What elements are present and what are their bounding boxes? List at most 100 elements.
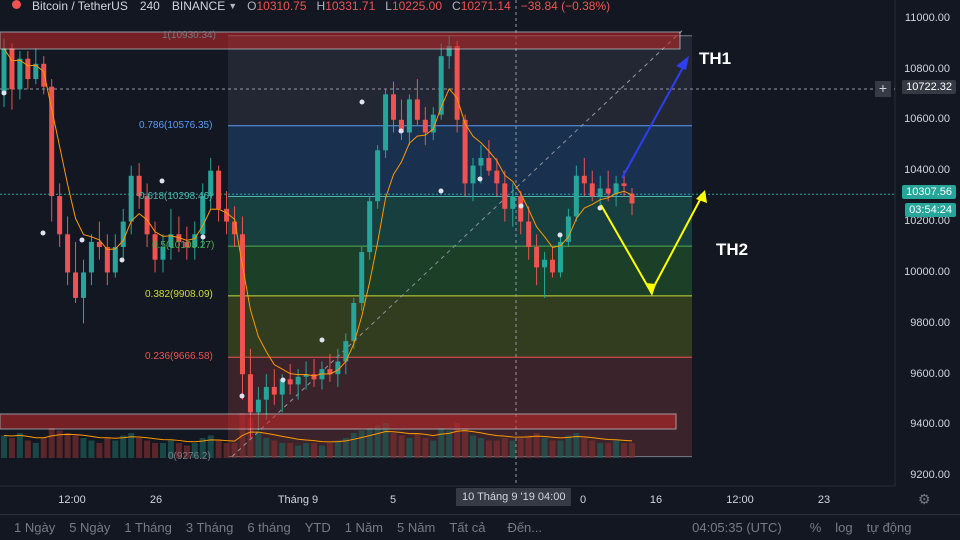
volume-bar (295, 445, 302, 458)
add-alert-icon[interactable]: + (875, 81, 891, 97)
candle-body (88, 241, 94, 273)
candle-body (287, 379, 293, 385)
volume-bar (541, 438, 548, 458)
candle-body (550, 259, 556, 273)
candle-body (80, 272, 86, 298)
price-tick: 10200.00 (904, 215, 950, 227)
candle-body (542, 259, 548, 268)
high-value: 10331.71 (325, 0, 376, 13)
price-tick: 11000.00 (904, 12, 950, 24)
resistance-zone (0, 31, 681, 50)
status-dot (12, 0, 21, 9)
candle-body (526, 221, 532, 247)
crosshair-price-tag: 10722.32 (902, 80, 956, 94)
volume-bar (80, 438, 87, 458)
chart-header: Bitcoin / TetherUS 240 BINANCE ▼ O 10310.… (0, 0, 610, 14)
low-value: 10225.00 (391, 0, 443, 13)
chevron-down-icon[interactable]: ▼ (228, 1, 238, 11)
range-1d[interactable]: 1 Ngày (14, 520, 56, 535)
close-key: C (452, 0, 461, 13)
signal-marker (159, 178, 165, 184)
candle-body (57, 196, 63, 235)
candle-body (104, 247, 110, 273)
volume-bar (366, 428, 373, 458)
volume-bar (470, 435, 477, 458)
range-all[interactable]: Tất cả (449, 520, 486, 535)
candle-body (152, 234, 158, 260)
th1-arrowhead (676, 56, 689, 70)
exchange-label[interactable]: BINANCE (171, 0, 226, 13)
symbol-label[interactable]: Bitcoin / TetherUS (32, 0, 128, 13)
candle-body (327, 369, 333, 375)
signal-marker (40, 230, 46, 236)
signal-marker (398, 128, 404, 134)
utc-clock[interactable]: 04:05:35 (UTC) (692, 520, 782, 535)
percent-toggle[interactable]: % (809, 520, 822, 535)
price-tick: 10000.00 (904, 266, 950, 278)
candle-body (335, 361, 341, 375)
gear-icon[interactable]: ⚙ (918, 491, 931, 507)
range-3m[interactable]: 3 Tháng (185, 520, 234, 535)
volume-bar (581, 438, 588, 458)
support-zone (0, 413, 677, 430)
range-ytd[interactable]: YTD (304, 520, 331, 535)
candle-body (25, 58, 31, 80)
auto-toggle[interactable]: tự động (866, 520, 912, 535)
volume-bar (152, 443, 159, 458)
goto-date-button[interactable]: Đến... (507, 520, 543, 535)
volume-bar (287, 443, 294, 458)
volume-bar (318, 445, 325, 458)
signal-marker (280, 377, 286, 383)
signal-marker (359, 99, 365, 105)
time-tick: 26 (149, 494, 163, 506)
volume-bar (533, 433, 540, 458)
interval-label[interactable]: 240 (139, 0, 160, 13)
volume-bar (24, 440, 31, 458)
fib-zone (228, 35, 692, 126)
candle-body (247, 374, 253, 413)
candle-body (621, 183, 627, 186)
candle-body (406, 99, 412, 133)
volume-bar (605, 443, 612, 458)
volume-bar (509, 440, 516, 458)
volume-bar (8, 438, 15, 458)
range-5y[interactable]: 5 Năm (397, 520, 436, 535)
signal-marker (319, 337, 325, 343)
log-toggle[interactable]: log (835, 520, 853, 535)
volume-bar (215, 440, 222, 458)
volume-bar (175, 443, 182, 458)
candle-body (239, 234, 245, 375)
fib-label-0786: 0.786(10576.35) (139, 120, 213, 131)
price-tick: 9600.00 (910, 368, 950, 380)
volume-ma-line (3, 430, 633, 443)
bottom-toolbar: 1 Ngày 5 Ngày 1 Tháng 3 Tháng 6 tháng YT… (0, 514, 960, 540)
price-tick: 10600.00 (904, 113, 950, 125)
volume-bar (422, 438, 429, 458)
candle-body (581, 175, 587, 184)
candle-body (279, 379, 285, 395)
volume-bar (263, 438, 270, 458)
range-1m[interactable]: 1 Tháng (124, 520, 172, 535)
volume-bar (350, 433, 357, 458)
signal-marker (477, 176, 483, 182)
th1-label: TH1 (699, 49, 732, 68)
fib-label-0382: 0.382(9908.09) (145, 289, 213, 300)
candle-body (359, 252, 365, 303)
candle-body (49, 86, 55, 197)
fib-label-0618: 0.618(10298.46) (139, 191, 213, 202)
change-value: −38.84 (−0.38%) (520, 0, 611, 13)
volume-bar (621, 443, 628, 458)
range-6m[interactable]: 6 tháng (247, 520, 291, 535)
candle-body (295, 376, 301, 385)
range-5d[interactable]: 5 Ngày (69, 520, 111, 535)
price-axis-bg (895, 0, 960, 514)
range-1y[interactable]: 1 Năm (344, 520, 384, 535)
volume-bar (597, 443, 604, 458)
candle-body (502, 183, 508, 209)
volume-bar (247, 418, 254, 458)
volume-bar (223, 443, 230, 458)
volume-bar (1, 435, 7, 458)
volume-bar (493, 440, 500, 458)
